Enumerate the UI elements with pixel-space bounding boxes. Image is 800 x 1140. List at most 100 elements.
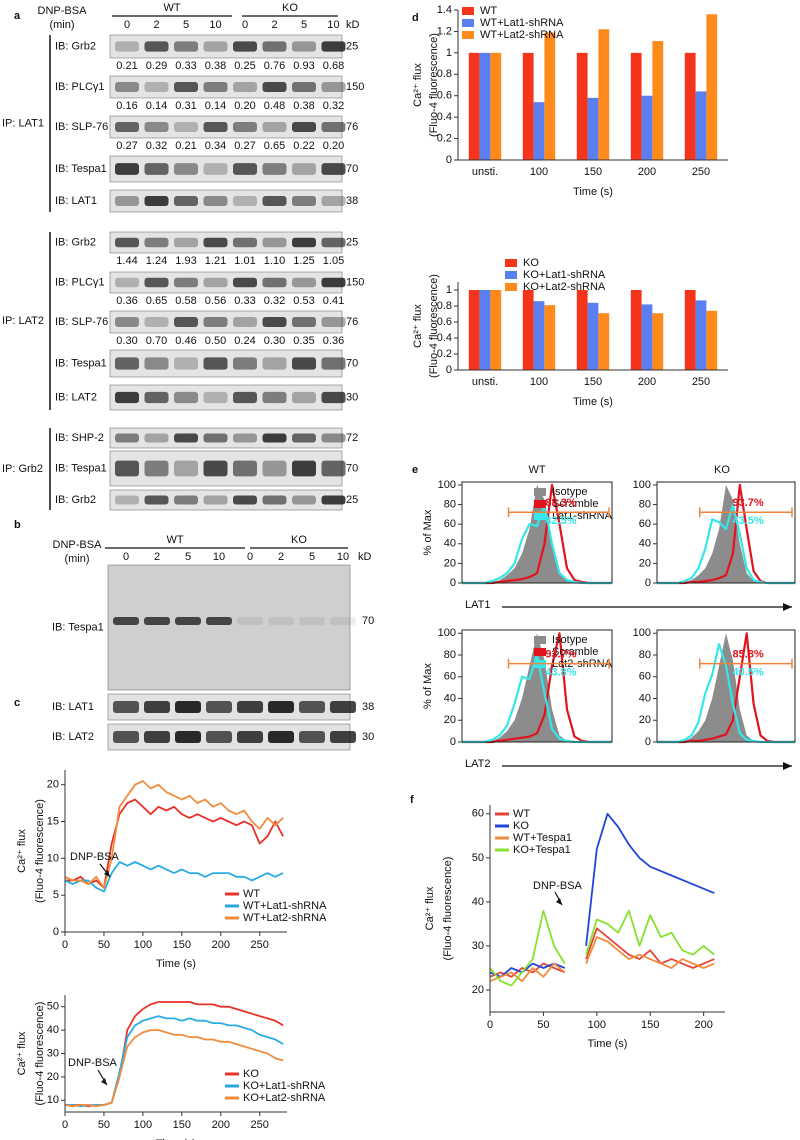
blot-band	[144, 460, 169, 477]
blot-band	[144, 617, 170, 625]
quant-label: 1.44	[116, 255, 137, 267]
arrow-head	[556, 898, 562, 905]
blot-band	[233, 82, 257, 92]
blot-band	[115, 122, 139, 132]
quant-label: 0.38	[293, 100, 314, 112]
blot-band	[233, 495, 257, 505]
time-label: 10	[327, 19, 339, 31]
blot-band	[321, 163, 346, 175]
legend-swatch	[462, 19, 474, 27]
blot-band	[203, 41, 228, 52]
kd-label: 70	[346, 462, 358, 474]
kd-label: 70	[346, 163, 358, 175]
legend-swatch	[534, 648, 546, 656]
x-tick-label: 250	[251, 1119, 269, 1131]
y-tick-label: 60	[639, 671, 651, 683]
y-tick-label: 0.6	[437, 316, 452, 328]
plot-frame	[461, 481, 613, 584]
group-label: WT	[166, 534, 183, 546]
column-header: KO	[714, 464, 730, 476]
blot-band	[321, 357, 346, 370]
bar	[695, 300, 707, 370]
arrow-head	[783, 603, 792, 611]
x-tick-label: 200	[694, 1019, 712, 1031]
y-tick-label: 80	[444, 498, 456, 510]
blot-band	[115, 196, 139, 206]
blot-band	[174, 460, 198, 477]
y-axis-label: Ca²⁺ flux	[16, 829, 28, 873]
blot-band	[115, 163, 139, 175]
ip-label: IP: Grb2	[2, 463, 43, 475]
kd-label: 76	[346, 121, 358, 133]
legend-swatch	[505, 271, 517, 279]
bar	[490, 290, 502, 370]
y-tick-label: 1.2	[437, 25, 452, 37]
x-tick-label: 0	[62, 939, 68, 951]
quant-label: 0.35	[293, 335, 314, 347]
legend-label: KO+Lat1-shRNA	[243, 1080, 326, 1092]
blot-band	[113, 731, 139, 743]
line	[489, 909, 715, 987]
ib-label: IB: Tespa1	[55, 462, 107, 474]
blot-band	[292, 277, 316, 288]
gate-label: 42.5%	[545, 515, 576, 527]
quant-label: 0.48	[264, 100, 285, 112]
kd-label: 150	[346, 81, 364, 93]
blot-band	[262, 41, 287, 52]
y-tick-label: 100	[633, 479, 651, 491]
legend-swatch	[505, 259, 517, 267]
y-tick-label: 100	[438, 479, 456, 491]
blot-band	[237, 701, 263, 713]
quant-label: 0.46	[175, 335, 196, 347]
time-label: 10	[337, 551, 349, 563]
legend-label: WT+Lat2-shRNA	[480, 29, 564, 41]
quant-label: 0.16	[116, 100, 137, 112]
bar	[652, 41, 664, 161]
blot-band	[292, 122, 316, 132]
blot-band	[203, 495, 228, 505]
blot-band	[203, 433, 228, 443]
bar	[490, 52, 502, 160]
treatment-label: DNP-BSA	[53, 539, 103, 551]
blot-band	[113, 617, 139, 625]
quant-label: 0.53	[293, 295, 314, 307]
y-tick-label: 20	[639, 557, 651, 569]
blot-band	[299, 731, 325, 743]
legend-label: WT	[243, 888, 260, 900]
quant-label: 0.33	[175, 60, 196, 72]
y-tick-label: 40	[444, 538, 456, 550]
kd-header: kD	[358, 551, 372, 563]
legend-label: KO+Lat1-shRNA	[523, 269, 606, 281]
blot-band	[144, 122, 169, 132]
quant-label: 0.70	[146, 335, 167, 347]
bar	[641, 95, 653, 160]
y-axis-label: % of Max	[422, 509, 434, 555]
plot-frame	[656, 481, 796, 584]
x-tick-label: 200	[212, 939, 230, 951]
kd-header: kD	[346, 19, 360, 31]
blot-band	[144, 495, 169, 505]
blot-band	[292, 237, 316, 248]
blot-band	[203, 196, 228, 206]
x-tick-label: 0	[487, 1019, 493, 1031]
blot-band	[233, 433, 257, 443]
ib-label: IB: LAT1	[52, 701, 94, 713]
quant-label: 0.58	[175, 295, 196, 307]
y-tick-label: 60	[472, 808, 484, 820]
ip-label: IP: LAT1	[2, 117, 44, 129]
blot-band	[233, 163, 257, 175]
quant-label: 0.30	[264, 335, 285, 347]
column-header: WT	[528, 464, 545, 476]
y-axis-label: % of Max	[422, 663, 434, 709]
blot-band	[233, 122, 257, 132]
bar	[706, 310, 718, 370]
bar	[587, 97, 599, 160]
y-tick-label: 40	[472, 896, 484, 908]
y-tick-label: 40	[47, 1024, 59, 1036]
quant-label: 0.27	[234, 140, 255, 152]
blot-band	[144, 41, 169, 52]
bar	[630, 52, 642, 160]
bar	[522, 52, 534, 160]
blot-band	[174, 357, 198, 370]
